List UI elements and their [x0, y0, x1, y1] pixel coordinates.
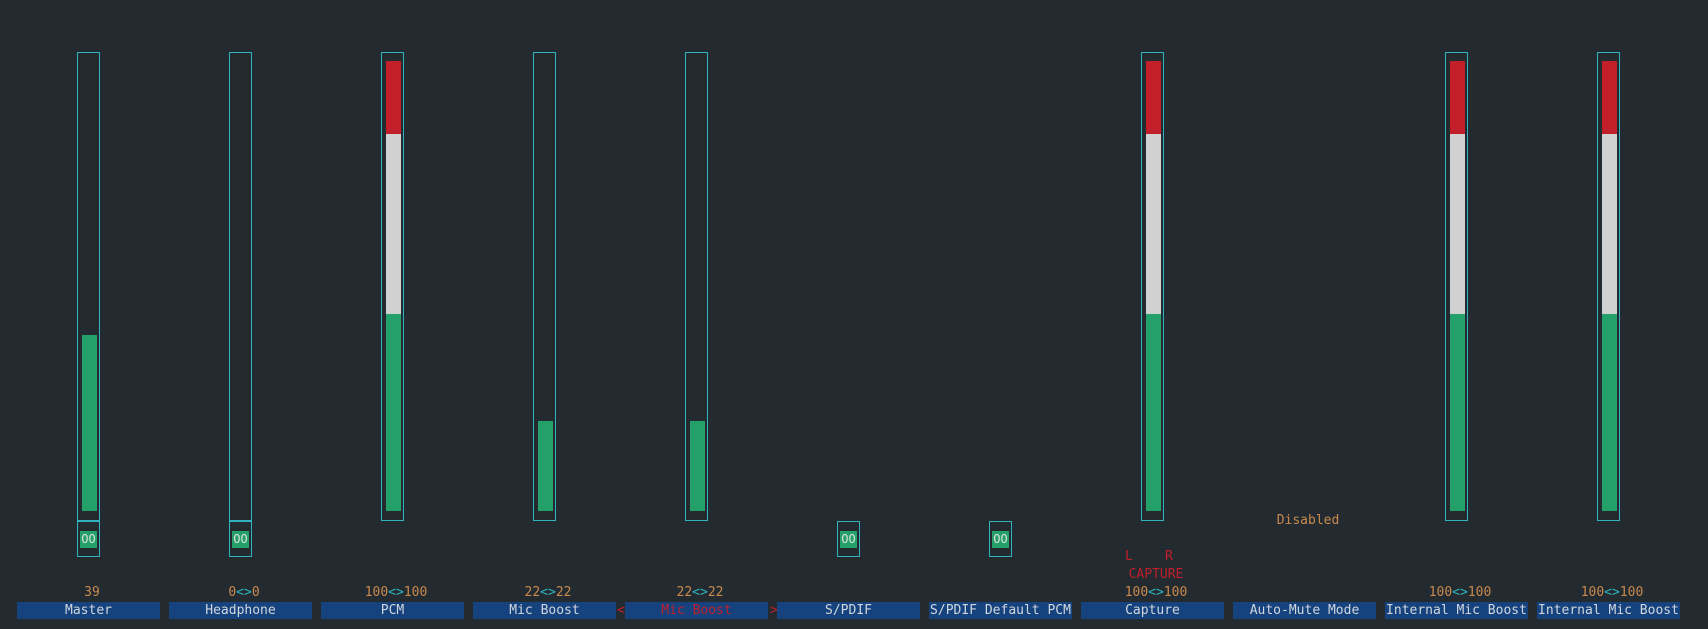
- headphone-mute-toggle[interactable]: OO: [229, 521, 252, 557]
- channel-capture[interactable]: L R CAPTURE 100<>100 Capture: [1080, 0, 1232, 629]
- value-separator: <>: [388, 585, 404, 600]
- pcm-volume-bar[interactable]: [381, 52, 404, 521]
- internal-mic-boost-2-seg-green: [1602, 314, 1617, 511]
- capture-name-label[interactable]: Capture: [1081, 602, 1224, 619]
- capture-capture-label: CAPTURE: [1128, 567, 1184, 582]
- value-separator: <>: [1452, 585, 1468, 600]
- value-right: 100: [1619, 585, 1644, 600]
- channel-pcm[interactable]: 100<>100 PCM: [320, 0, 472, 629]
- channel-spdif-default-pcm[interactable]: OO S/PDIF Default PCM: [928, 0, 1080, 629]
- internal-mic-boost-2-value: 100<>100: [1536, 585, 1688, 601]
- value-left: 100: [1580, 585, 1605, 600]
- spdif-mute-toggle[interactable]: OO: [837, 521, 860, 557]
- internal-mic-boost-volume-bar[interactable]: [1445, 52, 1468, 521]
- master-mute-label: OO: [80, 530, 97, 548]
- headphone-value: 0<>0: [168, 585, 320, 601]
- internal-mic-boost-volume-level: [1450, 61, 1465, 511]
- headphone-name-label[interactable]: Headphone: [169, 602, 312, 619]
- value-left: 22: [676, 585, 693, 600]
- value-right: 0: [251, 585, 260, 600]
- capture-seg-red: [1146, 61, 1161, 134]
- internal-mic-boost-name-label[interactable]: Internal Mic Boost: [1385, 602, 1528, 619]
- channel-mic-boost[interactable]: 22<>22 Mic Boost: [472, 0, 624, 629]
- channel-master[interactable]: OO 39 Master: [16, 0, 168, 629]
- value-separator: <>: [692, 585, 708, 600]
- value-left: 0: [228, 585, 237, 600]
- spdif-mute-label: OO: [840, 530, 857, 548]
- pcm-volume-level: [386, 61, 401, 511]
- master-seg-green: [82, 335, 97, 511]
- spdif-default-pcm-mute-label: OO: [992, 530, 1009, 548]
- internal-mic-boost-value: 100<>100: [1384, 585, 1536, 601]
- headphone-mute-label: OO: [232, 530, 249, 548]
- internal-mic-boost-2-seg-red: [1602, 61, 1617, 134]
- internal-mic-boost-2-volume-level: [1602, 61, 1617, 511]
- mic-boost-2-value: 22<>22: [624, 585, 776, 601]
- value-separator: <>: [1604, 585, 1620, 600]
- value-right: 100: [1467, 585, 1492, 600]
- value-separator: <>: [1148, 585, 1164, 600]
- auto-mute-mode-name-label[interactable]: Auto-Mute Mode: [1233, 602, 1376, 619]
- mic-boost-2-volume-level: [690, 421, 705, 511]
- master-mute-toggle[interactable]: OO: [77, 521, 100, 557]
- mic-boost-name-label[interactable]: Mic Boost: [473, 602, 616, 619]
- value-right: 22: [555, 585, 572, 600]
- selection-right-arrow-icon: >: [770, 603, 778, 618]
- channel-spdif[interactable]: OO S/PDIF: [776, 0, 928, 629]
- capture-right-label: R: [1165, 549, 1173, 564]
- master-volume-bar[interactable]: [77, 52, 100, 521]
- value-left: 100: [1124, 585, 1149, 600]
- internal-mic-boost-2-volume-bar[interactable]: [1597, 52, 1620, 521]
- mic-boost-value: 22<>22: [472, 585, 624, 601]
- value-right: 22: [707, 585, 724, 600]
- spdif-default-pcm-mute-toggle[interactable]: OO: [989, 521, 1012, 557]
- value-separator: <>: [236, 585, 252, 600]
- capture-volume-level: [1146, 61, 1161, 511]
- channel-mic-boost-2[interactable]: 22<>22 Mic Boost < >: [617, 0, 778, 629]
- mic-boost-volume-level: [538, 421, 553, 511]
- value-left: 100: [364, 585, 389, 600]
- channel-internal-mic-boost-2[interactable]: 100<>100 Internal Mic Boost: [1536, 0, 1688, 629]
- mic-boost-seg-green: [538, 421, 553, 511]
- channel-headphone[interactable]: OO 0<>0 Headphone: [168, 0, 320, 629]
- capture-volume-bar[interactable]: [1141, 52, 1164, 521]
- master-name-label[interactable]: Master: [17, 602, 160, 619]
- master-value: 39: [84, 585, 100, 600]
- mic-boost-2-seg-green: [690, 421, 705, 511]
- capture-seg-white: [1146, 134, 1161, 314]
- capture-left-label: L: [1125, 549, 1133, 564]
- pcm-name-label[interactable]: PCM: [321, 602, 464, 619]
- internal-mic-boost-2-seg-white: [1602, 134, 1617, 314]
- spdif-default-pcm-name-label[interactable]: S/PDIF Default PCM: [929, 602, 1072, 619]
- internal-mic-boost-seg-green: [1450, 314, 1465, 511]
- capture-seg-green: [1146, 314, 1161, 511]
- channel-auto-mute-mode[interactable]: Disabled Auto-Mute Mode: [1232, 0, 1384, 629]
- selection-left-arrow-icon: <: [617, 603, 625, 618]
- value-right: 100: [1163, 585, 1188, 600]
- internal-mic-boost-seg-red: [1450, 61, 1465, 134]
- headphone-volume-bar[interactable]: [229, 52, 252, 521]
- mic-boost-volume-bar[interactable]: [533, 52, 556, 521]
- spdif-name-label[interactable]: S/PDIF: [777, 602, 920, 619]
- channel-internal-mic-boost[interactable]: 100<>100 Internal Mic Boost: [1384, 0, 1536, 629]
- mic-boost-2-volume-bar[interactable]: [685, 52, 708, 521]
- internal-mic-boost-seg-white: [1450, 134, 1465, 314]
- value-separator: <>: [540, 585, 556, 600]
- capture-value: 100<>100: [1080, 585, 1232, 601]
- internal-mic-boost-2-name-label[interactable]: Internal Mic Boost: [1537, 602, 1680, 619]
- pcm-value: 100<>100: [320, 585, 472, 601]
- pcm-seg-red: [386, 61, 401, 134]
- mic-boost-2-name-label[interactable]: Mic Boost: [625, 602, 768, 619]
- value-left: 100: [1428, 585, 1453, 600]
- auto-mute-mode-enum-value[interactable]: Disabled: [1276, 513, 1340, 528]
- value-right: 100: [403, 585, 428, 600]
- master-volume-level: [82, 335, 97, 511]
- pcm-seg-white: [386, 134, 401, 314]
- value-left: 22: [524, 585, 541, 600]
- pcm-seg-green: [386, 314, 401, 511]
